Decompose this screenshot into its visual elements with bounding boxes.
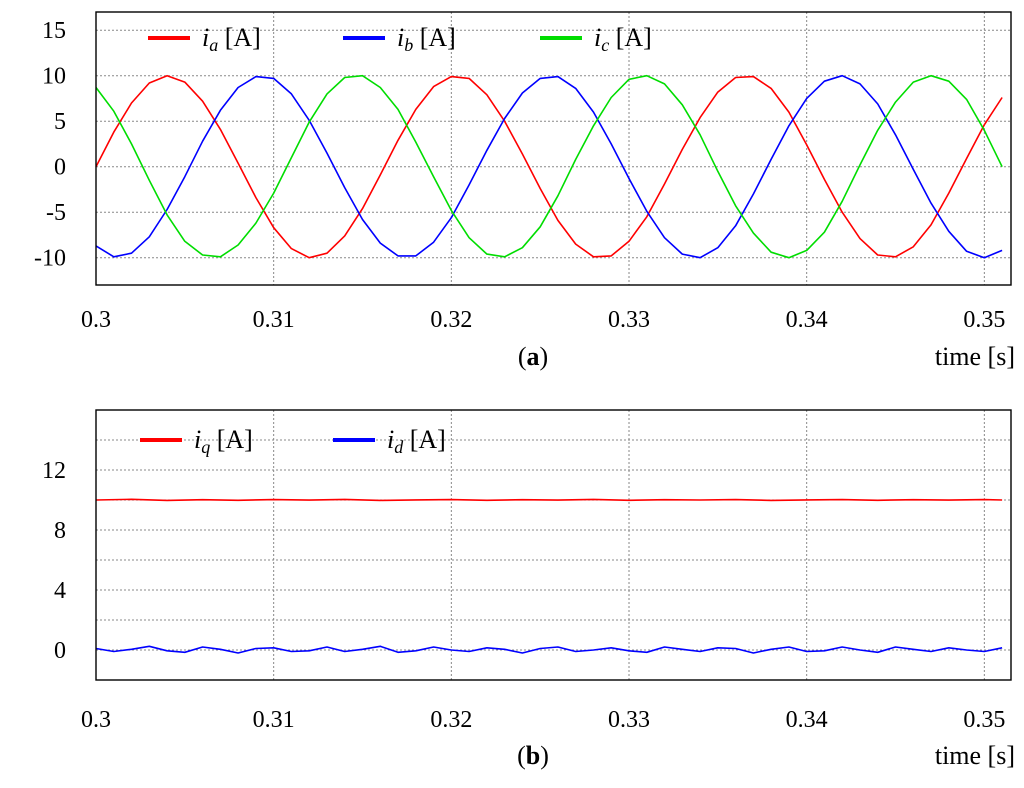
series-line-c <box>95 74 1003 259</box>
x-tick-label: 0.31 <box>253 307 295 333</box>
panel-caption: (a) <box>518 342 548 371</box>
panel-a: 0.3 0.31 0.32 0.33 0.34 0.35 -10 -5 0 5 10 15 ia [A]… <box>34 11 1015 371</box>
series-line-q <box>95 498 1003 502</box>
y-tick-label: 12 <box>42 458 66 484</box>
y-tick-label: 15 <box>42 18 66 44</box>
y-tick-label: 0 <box>54 155 66 181</box>
x-tick-label: 0.31 <box>253 707 295 733</box>
series-line-b <box>95 74 1003 259</box>
x-tick-label: 0.35 <box>963 707 1005 733</box>
x-tick-label: 0.32 <box>430 707 472 733</box>
x-tick-label: 0.33 <box>608 307 650 333</box>
y-tick-label: -10 <box>34 246 66 272</box>
x-tick-label: 0.32 <box>430 307 472 333</box>
y-tick-label: 8 <box>54 518 66 544</box>
series-line-a <box>95 74 1003 259</box>
y-tick-label: 4 <box>54 578 66 604</box>
series-line-d <box>95 645 1003 654</box>
x-axis-label: time [s] <box>935 741 1015 770</box>
legend-label-b: ib [A] <box>397 23 456 55</box>
x-tick-label: 0.35 <box>963 307 1005 333</box>
plot-area <box>96 410 1011 680</box>
legend-label-c: ic [A] <box>594 23 652 55</box>
plot-frame <box>95 11 1012 286</box>
legend-label-q: iq [A] <box>194 425 253 457</box>
y-tick-label: 5 <box>54 109 66 135</box>
y-tick-label: 10 <box>42 64 66 90</box>
x-tick-label: 0.3 <box>81 307 111 333</box>
panel-caption: (b) <box>517 741 549 770</box>
x-tick-label: 0.33 <box>608 707 650 733</box>
plot-frame <box>95 409 1012 681</box>
x-tick-label: 0.3 <box>81 707 111 733</box>
y-tick-label: -5 <box>46 200 66 226</box>
legend-label-d: id [A] <box>387 425 446 457</box>
panel-b: 0.3 0.31 0.32 0.33 0.34 0.35 0 4 8 12 iq [A] id [A]… <box>42 409 1015 770</box>
plot-area <box>96 12 1011 285</box>
legend-label-a: ia [A] <box>202 23 261 55</box>
x-axis-label: time [s] <box>935 342 1015 371</box>
x-tick-label: 0.34 <box>786 707 828 733</box>
x-tick-label: 0.34 <box>786 307 828 333</box>
y-tick-label: 0 <box>54 638 66 664</box>
